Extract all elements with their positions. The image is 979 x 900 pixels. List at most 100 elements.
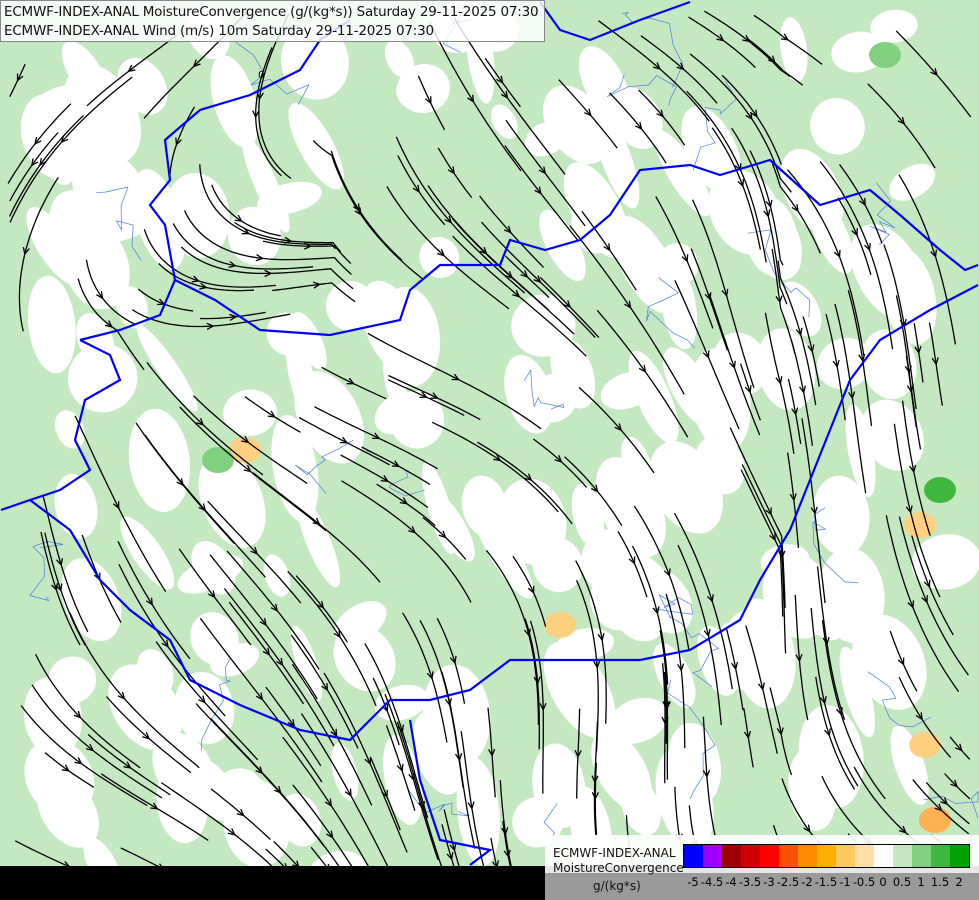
wind-streamline: [169, 106, 196, 180]
country-border: [539, 0, 691, 42]
wind-arrow-icon: [819, 696, 827, 705]
legend-tick-label: 2: [955, 875, 963, 889]
wind-streamline: [323, 672, 408, 853]
shade-patch: [223, 389, 277, 436]
wind-arrow-icon: [444, 697, 453, 707]
wind-arrow-icon: [16, 73, 24, 82]
wind-arrow-icon: [744, 385, 752, 394]
wind-streamline: [287, 570, 377, 707]
shade-patch: [202, 447, 234, 473]
wind-arrow-icon: [112, 501, 120, 510]
wind-arrow-icon: [512, 289, 521, 298]
wind-streamline: [889, 630, 918, 692]
wind-streamline: [677, 544, 722, 726]
wind-arrow-icon: [954, 743, 963, 752]
country-border: [174, 158, 979, 337]
shade-patch: [491, 104, 518, 139]
wind-arrow-icon: [593, 660, 601, 669]
wind-streamline: [838, 164, 883, 244]
wind-arrow-icon: [652, 606, 660, 615]
shade-patch: [660, 264, 698, 350]
wind-arrow-icon: [444, 215, 452, 224]
shade-patch: [861, 399, 925, 471]
wind-arrow-icon: [228, 260, 237, 269]
wind-streamline: [673, 512, 733, 690]
shade-patch: [852, 614, 927, 710]
wind-arrow-icon: [520, 270, 529, 278]
river: [867, 671, 932, 728]
wind-streamline: [282, 736, 373, 873]
shade-patch: [223, 779, 291, 868]
wind-streamline: [674, 280, 740, 430]
wind-arrow-icon: [208, 590, 216, 599]
wind-streamline: [255, 47, 282, 177]
river: [408, 789, 470, 817]
legend-tick-label: -2.5: [776, 875, 800, 889]
wind-arrow-icon: [241, 435, 250, 444]
wind-arrow-icon: [503, 849, 511, 858]
wind-arrow-icon: [339, 436, 349, 444]
shade-patch: [713, 622, 758, 691]
legend-swatch: [931, 845, 950, 867]
wind-arrow-icon: [584, 108, 592, 117]
wind-arrow-icon: [898, 825, 907, 834]
wind-arrow-icon: [262, 647, 271, 656]
legend-tick-label: -1: [839, 875, 851, 889]
legend-model: ECMWF-INDEX-ANAL: [553, 846, 676, 860]
wind-streamline: [8, 115, 84, 217]
wind-arrow-icon: [656, 109, 664, 118]
wind-streamline: [529, 620, 544, 794]
wind-arrow-icon: [397, 724, 405, 733]
wind-streamline: [86, 34, 177, 107]
legend-tick-label: -2: [801, 875, 813, 889]
wind-arrow-icon: [775, 376, 783, 385]
wind-arrow-icon: [563, 300, 572, 309]
wind-arrow-icon: [381, 789, 389, 799]
shade-patch: [67, 343, 138, 413]
shade-patch: [524, 121, 567, 157]
wind-streamline: [207, 500, 302, 604]
wind-arrow-icon: [176, 478, 185, 487]
shade-patch: [26, 207, 84, 286]
legend-swatch: [703, 845, 722, 867]
wind-arrow-icon: [430, 392, 439, 399]
shade-patch: [591, 730, 652, 811]
wind-arrow-icon: [795, 327, 803, 337]
wind-streamline: [210, 788, 271, 840]
legend-tick-label: -4: [725, 875, 737, 889]
wind-arrow-icon: [127, 64, 136, 73]
wind-streamline: [731, 127, 788, 305]
shade-patch: [757, 328, 816, 411]
wind-streamline: [598, 20, 710, 122]
wind-arrow-icon: [765, 199, 773, 209]
river: [606, 74, 677, 106]
map-title: ECMWF-INDEX-ANAL MoistureConvergence (g/…: [0, 0, 545, 42]
shade-patch: [421, 461, 457, 554]
wind-streamline: [898, 516, 969, 676]
shade-patch: [571, 483, 605, 548]
wind-arrow-icon: [391, 460, 401, 468]
wind-streamline: [787, 378, 802, 444]
shade-patch: [590, 568, 650, 631]
wind-arrow-icon: [524, 473, 533, 482]
wind-streamline: [895, 30, 972, 118]
shade-patch: [880, 247, 937, 345]
wind-arrow-icon: [742, 34, 751, 43]
wind-arrow-icon: [234, 214, 243, 223]
wind-arrow-icon: [346, 377, 355, 385]
shade-patch: [924, 477, 956, 503]
wind-arrow-icon: [789, 493, 797, 502]
shade-patch: [177, 554, 244, 594]
wind-arrow-icon: [501, 827, 509, 836]
wind-streamline: [211, 184, 281, 237]
legend-tick-label: -1.5: [814, 875, 838, 889]
title-wind: ECMWF-INDEX-ANAL Wind (m/s) 10m Saturday…: [4, 23, 434, 39]
wind-arrow-icon: [757, 682, 765, 691]
wind-arrow-icon: [768, 55, 776, 64]
shade-patch: [472, 505, 534, 599]
wind-streamline: [314, 406, 438, 470]
wind-streamline: [708, 293, 761, 436]
wind-arrow-icon: [488, 748, 496, 757]
legend-swatch: [722, 845, 741, 867]
